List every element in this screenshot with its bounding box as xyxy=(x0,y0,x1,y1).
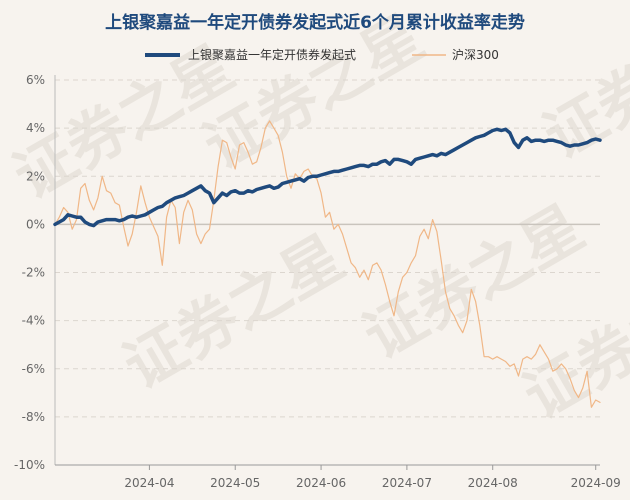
series-line-fund xyxy=(53,127,602,228)
y-tick-label: 0% xyxy=(26,217,45,231)
watermark-text: 证券之星 xyxy=(113,222,356,403)
x-tick-label: 2024-06 xyxy=(296,476,346,490)
legend-label-fund: 上银聚嘉益一年定开债券发起式 xyxy=(188,47,356,62)
gridlines xyxy=(54,75,600,466)
x-tick-label: 2024-08 xyxy=(468,476,518,490)
series-layer xyxy=(53,120,602,408)
legend-label-index: 沪深300 xyxy=(452,48,499,62)
series-line-index xyxy=(54,120,601,408)
x-tick-label: 2024-07 xyxy=(382,476,432,490)
y-tick-label: -6% xyxy=(22,362,45,376)
y-tick-label: 4% xyxy=(26,121,45,135)
y-tick-label: -4% xyxy=(22,314,45,328)
legend: 上银聚嘉益一年定开债券发起式 沪深300 xyxy=(145,47,499,62)
y-tick-label: 6% xyxy=(26,73,45,87)
y-tick-label: 2% xyxy=(26,169,45,183)
x-tick-label: 2024-05 xyxy=(210,476,260,490)
chart-title: 上银聚嘉益一年定开债券发起式近6个月累计收益率走势 xyxy=(105,12,525,33)
y-axis-ticks: 6% 4% 2% 0% -2% -4% -6% -8% -10% xyxy=(14,73,45,472)
x-tick-label: 2024-04 xyxy=(124,476,174,490)
y-tick-label: -10% xyxy=(14,458,45,472)
y-tick-label: -2% xyxy=(22,266,45,280)
watermark-text: 证券之星 xyxy=(533,0,630,173)
x-axis-ticks: 2024-04 2024-05 2024-06 2024-07 2024-08 2024-… xyxy=(124,465,621,490)
x-tick-label: 2024-09 xyxy=(571,476,621,490)
y-tick-label: -8% xyxy=(22,410,45,424)
